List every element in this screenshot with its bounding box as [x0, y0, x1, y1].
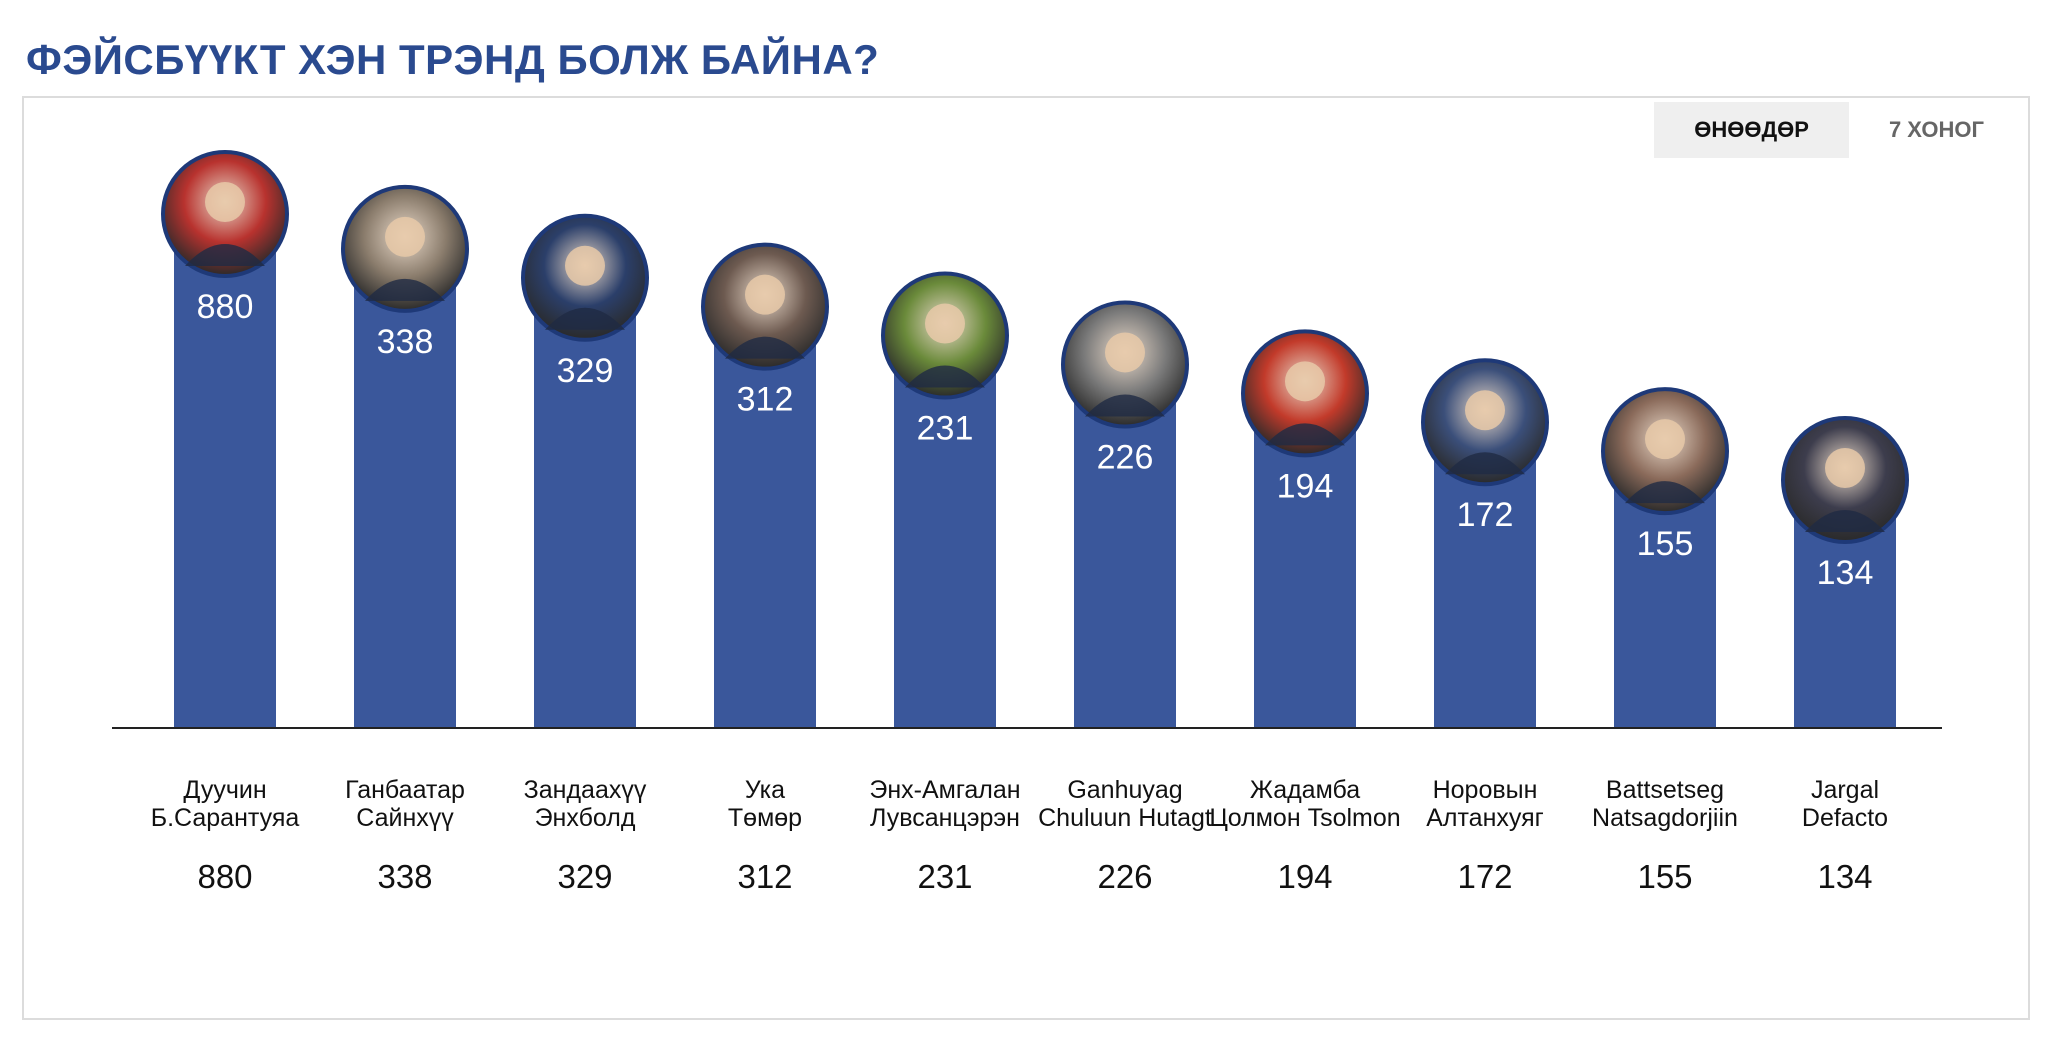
category-label: Chuluun Hutagt — [1038, 804, 1212, 832]
value-label: 172 — [1457, 858, 1512, 895]
avatar-face — [1645, 419, 1685, 460]
avatar-shoulders — [185, 244, 265, 266]
bar-value-label: 880 — [197, 288, 254, 326]
bar-value-label: 231 — [917, 410, 974, 448]
avatar-shoulders — [365, 278, 445, 301]
bar-value-label: 194 — [1277, 467, 1334, 505]
value-label: 155 — [1637, 858, 1692, 895]
avatar-face — [925, 303, 965, 344]
value-label: 226 — [1097, 858, 1152, 895]
avatar-face — [565, 245, 605, 286]
avatar-shoulders — [1625, 481, 1705, 504]
avatar-face — [1465, 390, 1505, 431]
category-label: Дуучин — [183, 776, 266, 804]
category-label: Лувсанцэрэн — [870, 804, 1020, 832]
category-label: Энхболд — [535, 804, 636, 832]
avatar-shoulders — [1445, 452, 1525, 475]
value-label: 880 — [197, 858, 252, 895]
bar-value-label: 312 — [737, 381, 794, 419]
tab-week[interactable]: 7 ХОНОГ — [1848, 102, 2024, 158]
bar-value-label: 226 — [1097, 438, 1154, 476]
bar — [714, 306, 816, 728]
category-label: Ganhuyag — [1067, 776, 1182, 804]
bar — [354, 248, 456, 728]
avatar-shoulders — [545, 307, 625, 330]
avatar-shoulders — [905, 365, 985, 388]
category-label: Б.Сарантуяа — [151, 804, 300, 832]
value-label: 338 — [377, 858, 432, 895]
avatar-face — [385, 216, 425, 257]
tab-today[interactable]: ӨНӨӨДӨР — [1654, 102, 1849, 158]
category-label: Төмөр — [728, 804, 802, 832]
category-label: Зандаахүү — [524, 776, 647, 804]
category-label: Defacto — [1802, 804, 1888, 832]
bar-value-label: 338 — [377, 323, 434, 361]
category-label: Жадамба — [1250, 776, 1360, 804]
category-label: Цолмон Tsolmon — [1209, 804, 1400, 832]
bar — [534, 277, 636, 728]
value-label: 134 — [1817, 858, 1872, 895]
category-label: Сайнхүү — [356, 804, 454, 832]
avatar-shoulders — [1265, 423, 1345, 446]
bar-value-label: 329 — [557, 352, 614, 390]
bar — [174, 214, 276, 728]
avatar-face — [1825, 448, 1865, 488]
category-label: Норовын — [1433, 776, 1538, 804]
avatar-face — [1285, 361, 1325, 402]
category-label: Ука — [745, 776, 785, 804]
category-label: Natsagdorjiin — [1592, 804, 1738, 832]
category-label: Jargal — [1811, 776, 1879, 804]
category-label: Ганбаатар — [345, 776, 465, 804]
avatar-face — [745, 274, 785, 315]
category-label: Battsetseg — [1606, 776, 1724, 804]
avatar-shoulders — [725, 336, 805, 359]
bar-value-label: 155 — [1637, 525, 1694, 563]
bar-value-label: 172 — [1457, 496, 1514, 534]
category-label: Алтанхуяг — [1426, 804, 1544, 832]
value-label: 194 — [1277, 858, 1332, 895]
bar — [894, 335, 996, 728]
avatar-shoulders — [1085, 394, 1165, 417]
period-tabs: ӨНӨӨДӨР 7 ХОНОГ — [1654, 102, 2024, 158]
page-title: ФЭЙСБҮҮКТ ХЭН ТРЭНД БОЛЖ БАЙНА? — [26, 36, 880, 83]
avatar-shoulders — [1805, 510, 1885, 532]
avatar-face — [205, 182, 245, 222]
avatar-face — [1105, 332, 1145, 373]
value-label: 329 — [557, 858, 612, 895]
category-label: Энх-Амгалан — [869, 776, 1020, 804]
value-label: 231 — [917, 858, 972, 895]
value-label: 312 — [737, 858, 792, 895]
bar-value-label: 134 — [1817, 554, 1874, 592]
